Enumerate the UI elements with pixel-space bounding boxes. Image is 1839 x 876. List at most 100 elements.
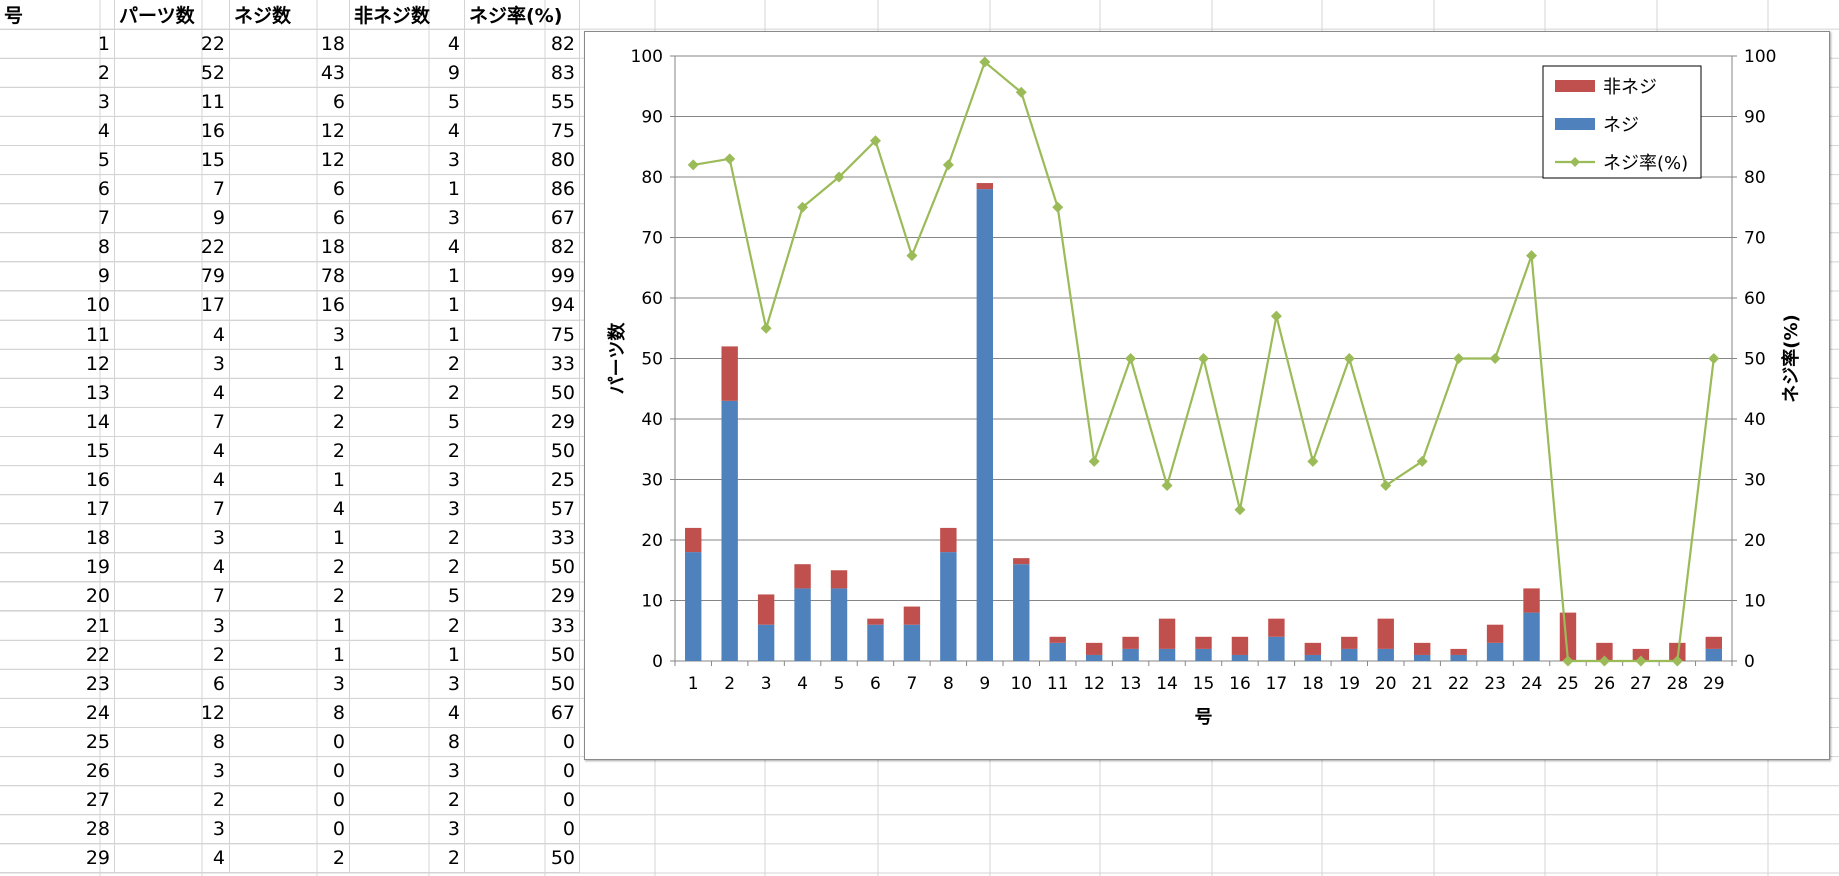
ratio-point[interactable] bbox=[687, 159, 699, 171]
table-cell[interactable]: 12 bbox=[114, 698, 230, 728]
table-cell[interactable]: 10 bbox=[0, 290, 115, 321]
ratio-point[interactable] bbox=[833, 171, 845, 183]
table-cell[interactable]: 23 bbox=[0, 669, 115, 699]
table-cell[interactable]: 8 bbox=[0, 232, 115, 263]
ratio-point[interactable] bbox=[869, 135, 881, 147]
table-cell[interactable]: 20 bbox=[0, 581, 115, 612]
table-cell[interactable]: 67 bbox=[464, 203, 580, 234]
table-cell[interactable]: 2 bbox=[229, 843, 350, 874]
bar-screw[interactable] bbox=[757, 624, 775, 661]
ratio-point[interactable] bbox=[1125, 353, 1137, 364]
ratio-point[interactable] bbox=[1234, 504, 1246, 516]
bar-screw[interactable] bbox=[721, 400, 738, 661]
bar-nonscrew[interactable] bbox=[1523, 588, 1540, 613]
table-cell[interactable]: 3 bbox=[229, 669, 350, 699]
table-cell[interactable]: 18 bbox=[229, 232, 350, 263]
table-cell[interactable]: 18 bbox=[229, 29, 350, 59]
table-cell[interactable]: 3 bbox=[229, 320, 350, 350]
table-cell[interactable]: 75 bbox=[464, 116, 580, 146]
ratio-point[interactable] bbox=[1343, 353, 1355, 364]
table-cell[interactable]: 2 bbox=[349, 378, 465, 408]
table-cell[interactable]: 1 bbox=[349, 320, 465, 350]
table-cell[interactable]: 9 bbox=[0, 261, 115, 292]
table-cell[interactable]: 2 bbox=[349, 523, 465, 554]
table-cell[interactable]: 8 bbox=[349, 727, 465, 757]
table-cell[interactable]: 2 bbox=[229, 581, 350, 612]
bar-nonscrew[interactable] bbox=[794, 564, 811, 589]
table-cell[interactable]: 5 bbox=[349, 87, 465, 117]
bar-nonscrew[interactable] bbox=[1049, 636, 1066, 643]
table-cell[interactable]: 19 bbox=[0, 552, 115, 583]
table-cell[interactable]: 82 bbox=[464, 29, 580, 59]
table-cell[interactable]: 50 bbox=[464, 378, 580, 408]
bar-nonscrew[interactable] bbox=[1377, 618, 1394, 649]
header-cell[interactable]: ネジ数 bbox=[229, 0, 350, 30]
bar-screw[interactable] bbox=[940, 552, 957, 661]
table-cell[interactable]: 80 bbox=[464, 145, 580, 176]
table-cell[interactable]: 33 bbox=[464, 610, 580, 641]
table-cell[interactable]: 1 bbox=[229, 349, 350, 379]
table-cell[interactable]: 67 bbox=[464, 698, 580, 728]
table-cell[interactable]: 18 bbox=[0, 523, 115, 554]
bar-screw[interactable] bbox=[1049, 642, 1066, 661]
ratio-point[interactable] bbox=[1598, 655, 1610, 667]
header-cell[interactable]: 号 bbox=[0, 0, 115, 30]
table-cell[interactable]: 0 bbox=[464, 727, 580, 757]
table-cell[interactable]: 50 bbox=[464, 843, 580, 874]
table-cell[interactable]: 50 bbox=[464, 640, 580, 670]
table-cell[interactable]: 15 bbox=[0, 436, 115, 467]
table-cell[interactable]: 12 bbox=[229, 116, 350, 146]
bar-screw[interactable] bbox=[794, 588, 811, 661]
table-cell[interactable]: 2 bbox=[349, 436, 465, 467]
table-cell[interactable]: 0 bbox=[464, 814, 580, 845]
table-cell[interactable]: 99 bbox=[464, 261, 580, 292]
bar-nonscrew[interactable] bbox=[1195, 636, 1212, 649]
ratio-point[interactable] bbox=[906, 250, 918, 262]
table-cell[interactable]: 50 bbox=[464, 669, 580, 699]
table-cell[interactable]: 4 bbox=[114, 378, 230, 408]
table-cell[interactable]: 2 bbox=[114, 785, 230, 816]
ratio-point[interactable] bbox=[1708, 353, 1720, 364]
table-cell[interactable]: 0 bbox=[229, 727, 350, 757]
bar-nonscrew[interactable] bbox=[1341, 636, 1358, 649]
table-cell[interactable]: 1 bbox=[349, 261, 465, 292]
table-cell[interactable]: 4 bbox=[114, 320, 230, 350]
table-cell[interactable]: 0 bbox=[229, 785, 350, 816]
table-cell[interactable]: 4 bbox=[114, 436, 230, 467]
ratio-point[interactable] bbox=[1052, 201, 1064, 213]
bar-screw[interactable] bbox=[1450, 654, 1467, 661]
table-cell[interactable]: 4 bbox=[349, 29, 465, 59]
bar-nonscrew[interactable] bbox=[1596, 642, 1613, 661]
table-cell[interactable]: 43 bbox=[229, 58, 350, 88]
bar-screw[interactable] bbox=[1523, 612, 1540, 661]
table-cell[interactable]: 4 bbox=[349, 116, 465, 146]
ratio-point[interactable] bbox=[760, 322, 772, 334]
bar-nonscrew[interactable] bbox=[1705, 636, 1722, 649]
table-cell[interactable]: 55 bbox=[464, 87, 580, 117]
table-cell[interactable]: 3 bbox=[349, 465, 465, 496]
table-cell[interactable]: 6 bbox=[229, 87, 350, 117]
ratio-point[interactable] bbox=[1270, 310, 1282, 322]
table-cell[interactable]: 3 bbox=[114, 610, 230, 641]
table-cell[interactable]: 14 bbox=[0, 407, 115, 437]
table-cell[interactable]: 8 bbox=[229, 698, 350, 728]
table-cell[interactable]: 22 bbox=[0, 640, 115, 670]
table-cell[interactable]: 22 bbox=[114, 29, 230, 59]
table-cell[interactable]: 1 bbox=[229, 640, 350, 670]
table-cell[interactable]: 9 bbox=[349, 58, 465, 88]
table-cell[interactable]: 11 bbox=[0, 320, 115, 350]
ratio-point[interactable] bbox=[1635, 655, 1647, 667]
table-cell[interactable]: 17 bbox=[114, 290, 230, 321]
table-cell[interactable]: 83 bbox=[464, 58, 580, 88]
table-cell[interactable]: 7 bbox=[0, 203, 115, 234]
ratio-point[interactable] bbox=[1015, 86, 1027, 98]
table-cell[interactable]: 9 bbox=[114, 203, 230, 234]
table-cell[interactable]: 15 bbox=[114, 145, 230, 176]
bar-nonscrew[interactable] bbox=[903, 606, 921, 625]
bar-screw[interactable] bbox=[903, 624, 921, 661]
table-cell[interactable]: 2 bbox=[349, 785, 465, 816]
table-cell[interactable]: 2 bbox=[349, 349, 465, 379]
bar-nonscrew[interactable] bbox=[830, 570, 848, 589]
bar-screw[interactable] bbox=[1085, 654, 1103, 661]
table-cell[interactable]: 1 bbox=[229, 465, 350, 496]
